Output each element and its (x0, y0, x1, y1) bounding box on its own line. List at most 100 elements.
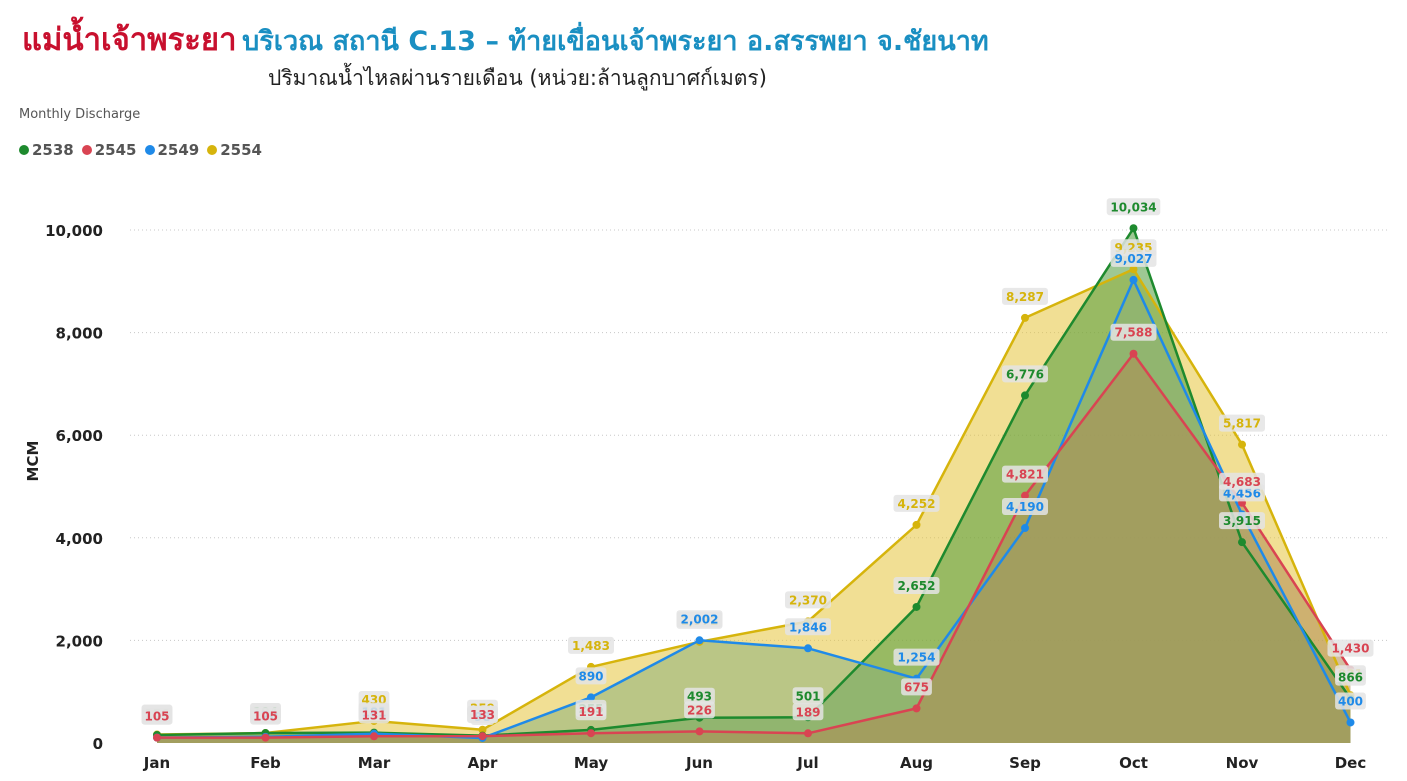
data-label-box (1002, 287, 1048, 305)
data-label-2549: 4,190 (1006, 500, 1044, 514)
data-label-box (568, 636, 614, 654)
point-2545 (804, 729, 812, 738)
point-2538 (1129, 224, 1138, 233)
data-label-2545: 133 (470, 708, 495, 722)
point-2554 (912, 520, 921, 529)
point-2538 (1021, 391, 1029, 400)
data-label-2538: 2,652 (898, 579, 936, 593)
chart-legend: 2538 2545 2549 2554 (19, 141, 262, 159)
data-label-2545: 675 (904, 680, 929, 694)
point-2538 (1238, 538, 1246, 547)
point-2549 (695, 636, 704, 645)
data-label-2554: 2,370 (789, 593, 827, 607)
data-label-box (1110, 323, 1157, 341)
data-label-box (684, 687, 715, 705)
line-2538 (156, 227, 1352, 737)
visual-title: Monthly Discharge (19, 107, 141, 122)
point-2545 (587, 729, 595, 738)
data-label-box (785, 618, 831, 636)
point-2549 (1021, 524, 1029, 533)
data-label-2554: 5,817 (1223, 417, 1261, 431)
data-label-box (358, 706, 390, 724)
point-2538 (912, 602, 921, 611)
legend-label: 2545 (94, 141, 137, 159)
data-label-box (141, 707, 173, 725)
legend-label: 2538 (32, 141, 74, 159)
data-label-box (1219, 472, 1265, 490)
data-label-box (575, 703, 607, 721)
legend-item-2538[interactable]: 2538 (19, 141, 74, 159)
data-label-box (792, 703, 824, 721)
data-label-2554: 4,252 (898, 497, 936, 511)
legend-item-2554[interactable]: 2554 (207, 141, 262, 159)
data-label-2554: 8,287 (1006, 290, 1044, 304)
legend-item-2549[interactable]: 2549 (144, 141, 200, 159)
data-label-box (467, 706, 498, 724)
data-label-box (1327, 639, 1374, 657)
y-tick-label: 0 (93, 735, 103, 753)
data-label-box (684, 701, 715, 719)
report-title: แม่น้ำเจ้าพระยา บริเวณ สถานี C.13 – ท้าย… (22, 14, 989, 64)
data-label-2538: 6,776 (1006, 367, 1044, 381)
data-label-2545: 4,821 (1006, 468, 1044, 482)
data-label-2545: 131 (361, 708, 386, 722)
data-label-2538: 10,034 (1110, 200, 1156, 214)
point-2545 (370, 732, 378, 741)
data-label-box (1002, 498, 1048, 516)
data-label-2538: 866 (1338, 671, 1363, 685)
point-2549 (1346, 718, 1355, 727)
legend-dot (207, 145, 218, 155)
y-tick-label: 4,000 (56, 530, 103, 548)
y-tick-label: 6,000 (56, 427, 103, 445)
data-label-2549: 2,002 (681, 612, 719, 626)
point-2545 (912, 704, 921, 713)
point-2545 (695, 727, 704, 736)
data-label-box (893, 648, 940, 666)
data-label-2538: 501 (795, 689, 820, 703)
report-subtitle: ปริมาณน้ำไหลผ่านรายเดือน (หน่วย:ล้านลูกบ… (268, 66, 767, 90)
data-label-2545: 226 (687, 703, 712, 717)
x-tick-label: Jul (796, 754, 818, 772)
point-2545 (1129, 349, 1138, 358)
data-label-box (575, 667, 607, 685)
point-2554 (478, 725, 487, 734)
data-label-2549: 400 (1338, 694, 1363, 708)
x-tick-label: Sep (1009, 754, 1041, 772)
legend-item-2545[interactable]: 2545 (81, 141, 137, 159)
data-label-box (893, 576, 940, 594)
data-label-box (901, 678, 932, 696)
x-tick-label: Jun (685, 754, 713, 772)
y-tick-label: 10,000 (45, 222, 103, 240)
data-label-2545: 189 (795, 705, 820, 719)
y-tick-label: 8,000 (56, 325, 103, 343)
legend-dot (144, 145, 155, 155)
area-2545 (157, 353, 1351, 743)
x-tick-label: Feb (250, 754, 281, 772)
data-label-2545: 4,683 (1223, 475, 1261, 489)
point-2545 (478, 732, 487, 741)
point-2554 (1021, 313, 1029, 322)
data-label-2538: 493 (687, 690, 712, 704)
legend-dot (19, 145, 29, 155)
data-label-2549: 890 (578, 669, 603, 683)
x-tick-label: Oct (1119, 754, 1148, 772)
x-tick-label: Jan (143, 754, 170, 772)
y-axis-title: MCM (24, 441, 42, 482)
data-label-2549: 1,254 (898, 651, 936, 665)
title-river-name: แม่น้ำเจ้าพระยา (22, 22, 237, 58)
data-label-box (1002, 465, 1048, 483)
data-label-box (893, 494, 940, 512)
y-tick-label: 2,000 (56, 632, 103, 650)
x-tick-label: Apr (468, 754, 498, 772)
data-label-box (792, 687, 824, 705)
point-2545 (1021, 491, 1029, 500)
point-2545 (261, 733, 270, 742)
legend-label: 2554 (220, 141, 262, 159)
point-2549 (587, 693, 595, 702)
data-label-box (250, 707, 281, 725)
legend-label: 2549 (157, 141, 200, 159)
title-station-name: บริเวณ สถานี C.13 – ท้ายเขื่อนเจ้าพระยา … (242, 26, 989, 57)
line-2545 (157, 352, 1352, 739)
data-label-box (1002, 365, 1048, 383)
point-2554 (1129, 265, 1138, 274)
